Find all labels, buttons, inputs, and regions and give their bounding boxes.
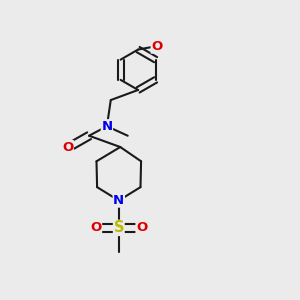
Text: O: O — [136, 221, 147, 234]
Text: O: O — [151, 40, 163, 53]
Text: N: N — [101, 120, 112, 133]
Text: N: N — [113, 194, 124, 207]
Text: O: O — [90, 221, 101, 234]
Text: S: S — [113, 220, 124, 236]
Text: O: O — [62, 140, 73, 154]
